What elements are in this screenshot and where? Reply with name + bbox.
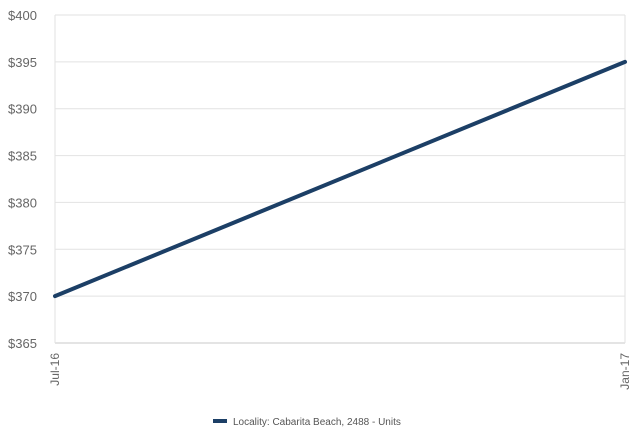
gridlines xyxy=(54,14,626,344)
y-tick-label: $400 xyxy=(8,8,37,23)
y-tick-label: $365 xyxy=(8,336,37,351)
legend[interactable]: Locality: Cabarita Beach, 2488 - Units xyxy=(213,417,401,428)
y-tick-label: $375 xyxy=(8,242,37,257)
y-tick-label: $370 xyxy=(8,289,37,304)
y-tick-label: $390 xyxy=(8,102,37,117)
y-tick-label: $385 xyxy=(8,149,37,164)
y-tick-label: $380 xyxy=(8,195,37,210)
x-axis-tick-labels: Jul-16 Jan-17 xyxy=(48,353,631,390)
x-tick-label: Jan-17 xyxy=(618,353,631,390)
series-line-0[interactable] xyxy=(53,59,627,299)
x-tick-label: Jul-16 xyxy=(48,353,62,386)
legend-label-series-0: Locality: Cabarita Beach, 2488 - Units xyxy=(233,417,401,428)
y-tick-label: $395 xyxy=(8,55,37,70)
y-axis-tick-labels: $365 $370 $375 $380 $385 $390 $395 $400 xyxy=(8,8,37,351)
series-lines xyxy=(53,59,627,299)
